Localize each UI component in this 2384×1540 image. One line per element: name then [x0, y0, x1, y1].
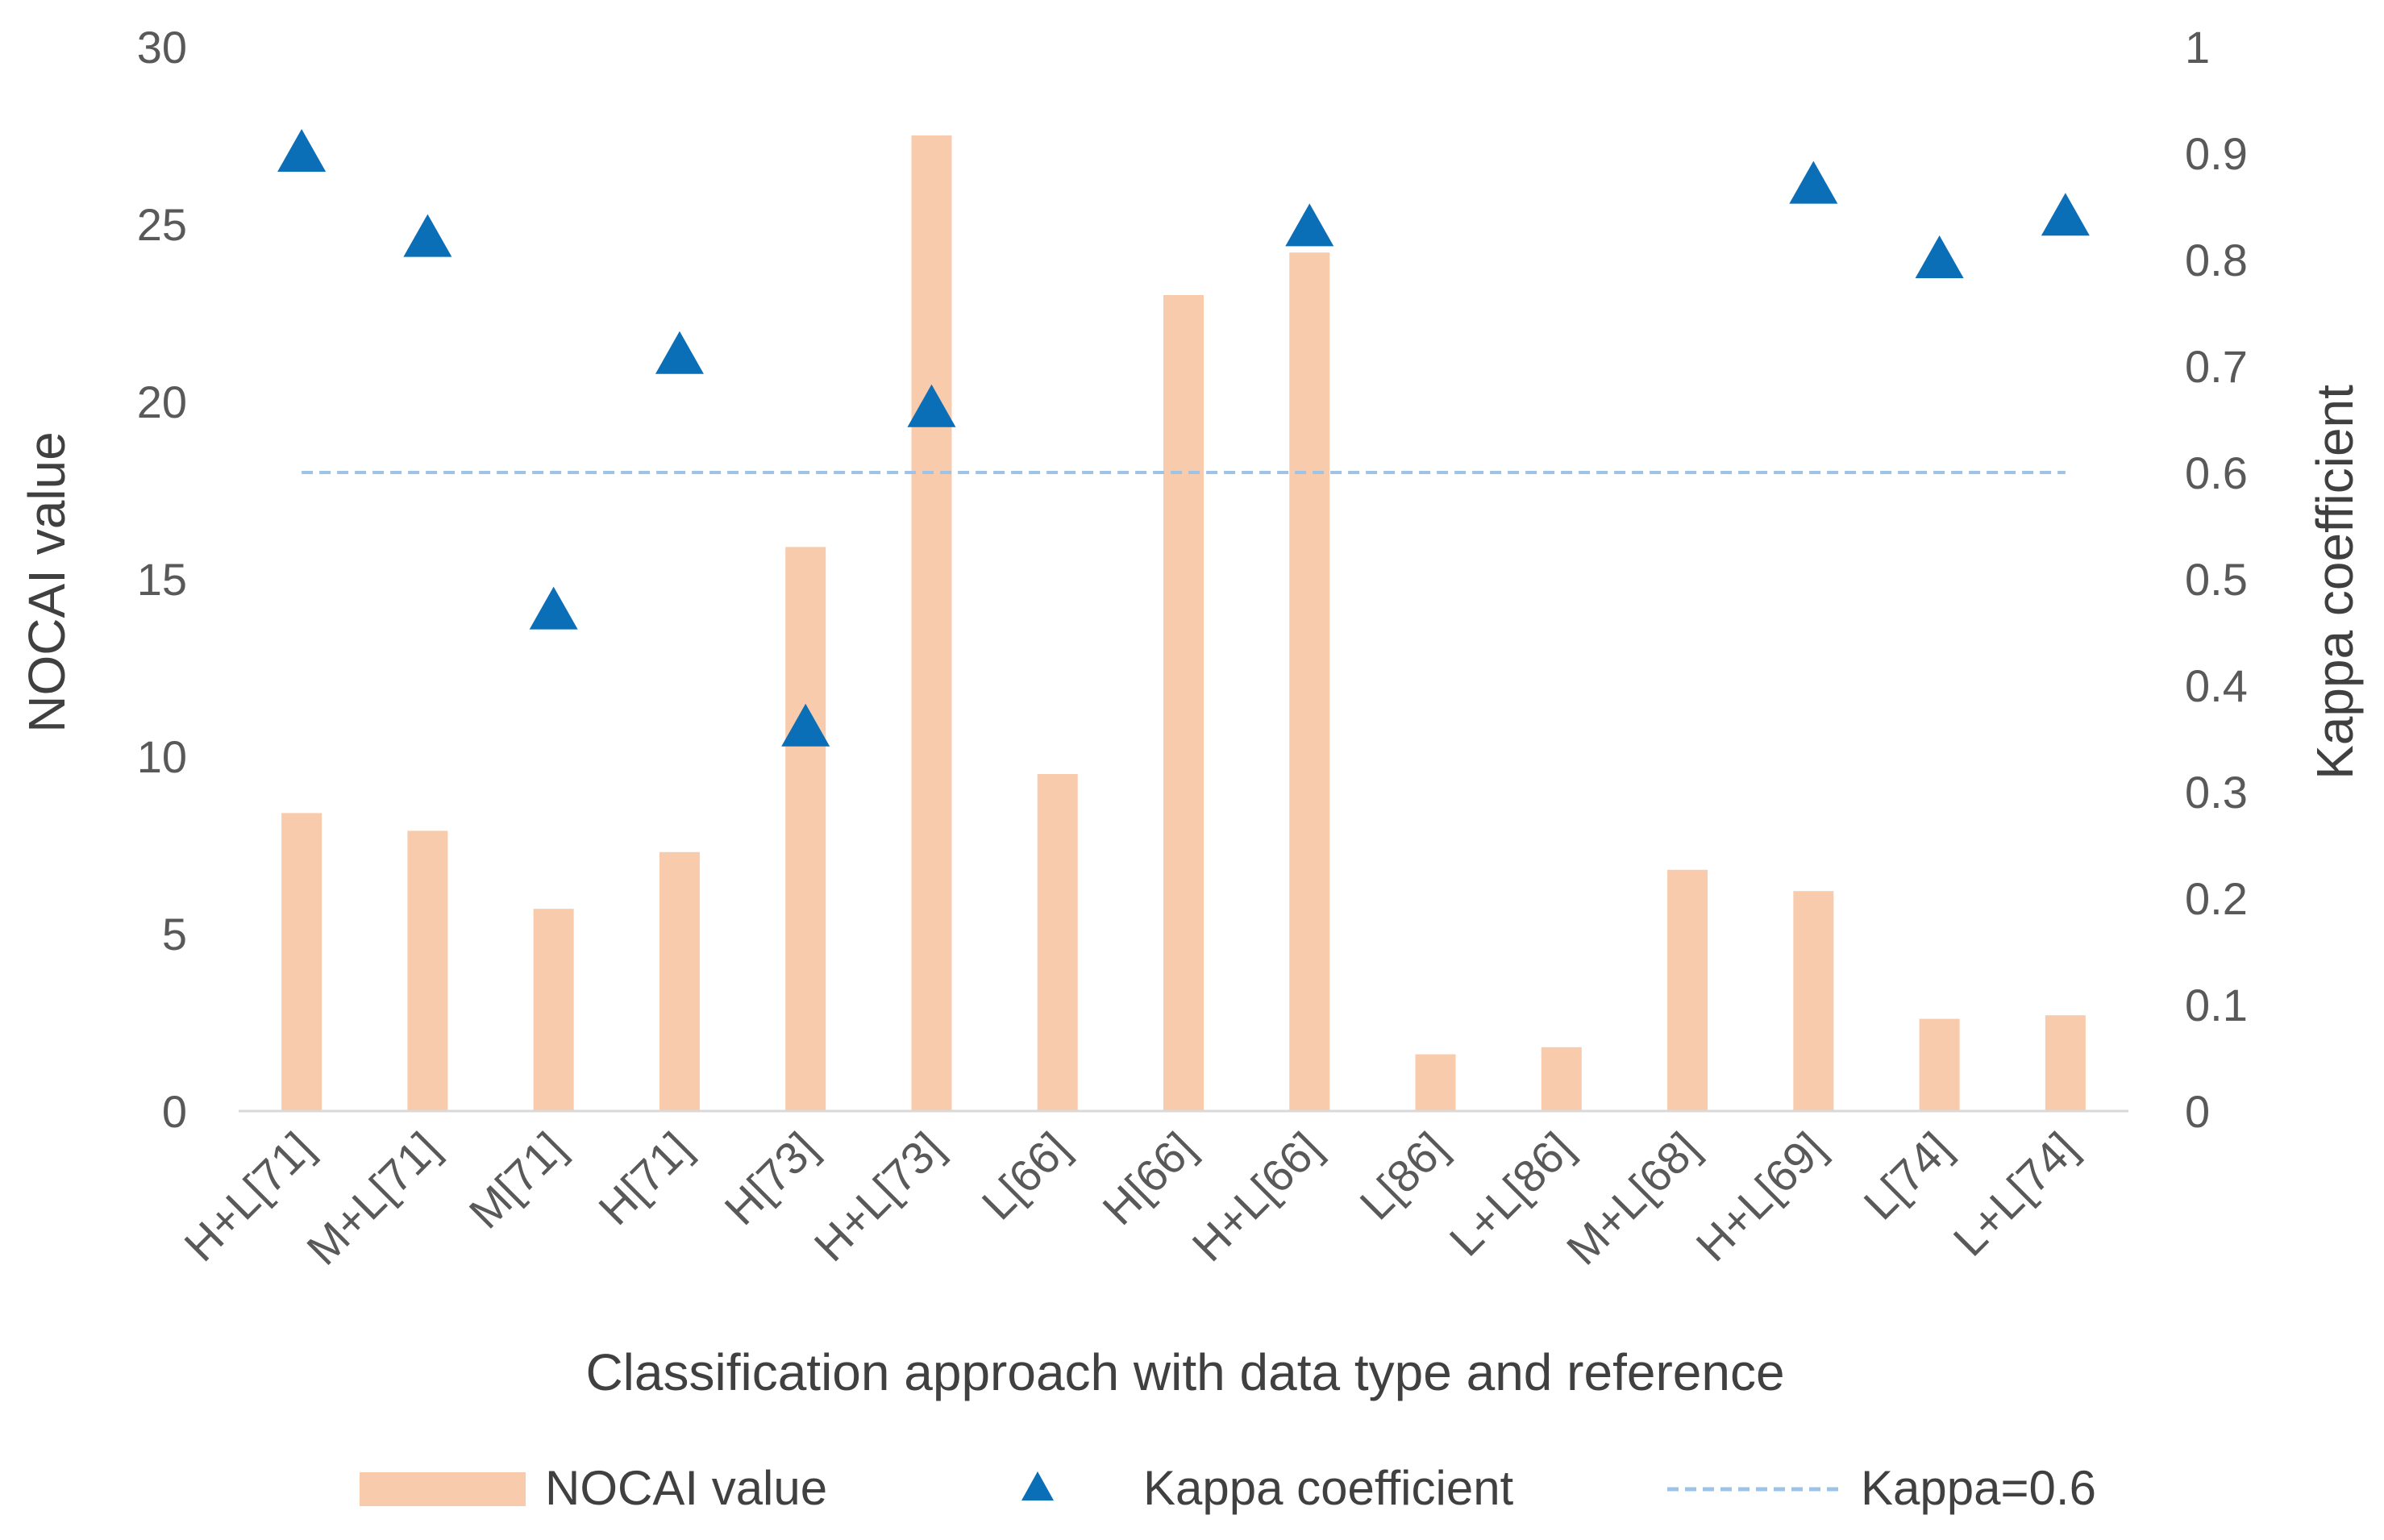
- x-tick-label: H[73]: [714, 1122, 826, 1234]
- x-tick-label: H+L[73]: [805, 1122, 953, 1271]
- y-tick-label: 15: [137, 554, 187, 605]
- y-tick-label: 20: [137, 377, 187, 427]
- bar-13: [1919, 1018, 1960, 1111]
- x-tick-label: H+L[66]: [1182, 1122, 1330, 1271]
- y2-tick-label: 0.2: [2185, 873, 2248, 924]
- x-tick-label: H[66]: [1092, 1122, 1204, 1234]
- bar-4: [785, 547, 826, 1111]
- bar-7: [1163, 295, 1204, 1111]
- y-tick-label: 10: [137, 731, 187, 782]
- bar-2: [533, 909, 574, 1111]
- bar-1: [407, 830, 448, 1111]
- y-axis-title: NOCAI value: [18, 431, 76, 732]
- bar-8: [1289, 252, 1330, 1112]
- kappa-marker-2: [529, 586, 578, 630]
- y2-tick-label: 0.4: [2185, 660, 2248, 711]
- left-axis-ticks: 0 5 10 15 20 25 30: [137, 22, 187, 1137]
- kappa-marker-12: [1789, 160, 1838, 204]
- y-tick-label: 30: [137, 22, 187, 73]
- y2-tick-label: 0.5: [2185, 554, 2248, 605]
- x-tick-label: L[66]: [972, 1122, 1080, 1230]
- bars-layer: [281, 135, 2086, 1112]
- y2-axis-title: Kappa coefficient: [2306, 385, 2364, 780]
- legend: NOCAI value Kappa coefficient Kappa=0.6: [360, 1461, 2096, 1515]
- bar-9: [1415, 1054, 1456, 1111]
- kappa-marker-3: [655, 331, 704, 374]
- x-tick-label: L+L[74]: [1944, 1122, 2087, 1266]
- kappa-marker-14: [2041, 193, 2090, 236]
- x-tick-label: M+L[71]: [297, 1122, 449, 1275]
- x-tick-label: M[71]: [460, 1122, 576, 1238]
- kappa-marker-1: [403, 214, 452, 257]
- bar-3: [659, 851, 700, 1111]
- y-tick-label: 25: [137, 199, 187, 250]
- legend-label-kappa-ref: Kappa=0.6: [1861, 1461, 2096, 1515]
- kappa-marker-5: [907, 384, 956, 427]
- y2-tick-label: 0.9: [2185, 128, 2248, 179]
- bar-6: [1037, 774, 1078, 1111]
- y2-tick-label: 0.1: [2185, 980, 2248, 1030]
- y2-tick-label: 0.7: [2185, 341, 2248, 392]
- y-tick-label: 5: [162, 909, 187, 959]
- x-tick-label: H+L[69]: [1686, 1122, 1834, 1271]
- y2-tick-label: 0.3: [2185, 767, 2248, 818]
- bar-5: [911, 135, 952, 1111]
- x-tick-label: H[71]: [589, 1122, 701, 1234]
- y2-tick-label: 0.8: [2185, 235, 2248, 285]
- x-tick-label: H+L[71]: [174, 1122, 322, 1271]
- y-tick-label: 0: [162, 1086, 187, 1137]
- bar-10: [1541, 1047, 1582, 1111]
- legend-label-nocai: NOCAI value: [545, 1461, 827, 1515]
- legend-swatch-nocai: [360, 1472, 526, 1506]
- y2-tick-label: 0.6: [2185, 447, 2248, 498]
- y2-tick-label: 0: [2185, 1086, 2210, 1137]
- kappa-marker-4: [781, 703, 830, 747]
- x-tick-label: L[86]: [1350, 1122, 1457, 1230]
- x-axis-title: Classification approach with data type a…: [585, 1343, 1784, 1401]
- x-tick-label: L[74]: [1854, 1122, 1961, 1230]
- legend-marker-kappa: [1021, 1471, 1054, 1500]
- bar-12: [1793, 891, 1834, 1111]
- bar-0: [281, 813, 322, 1111]
- category-labels: H+L[71]M+L[71] M[71] H[71] H[73]H+L[73] L[66…: [174, 1122, 2087, 1275]
- y2-tick-label: 1: [2185, 22, 2210, 73]
- bar-14: [2045, 1015, 2086, 1111]
- kappa-marker-8: [1285, 203, 1334, 247]
- markers-layer: [277, 129, 2090, 747]
- kappa-marker-0: [277, 129, 327, 172]
- bar-11: [1667, 869, 1708, 1111]
- x-tick-label: M+L[68]: [1557, 1122, 1709, 1275]
- kappa-marker-13: [1915, 235, 1964, 278]
- right-axis-ticks: 0 0.1 0.2 0.3 0.4 0.5 0.6 0.7 0.8 0.9 1: [2185, 22, 2248, 1137]
- legend-label-kappa: Kappa coefficient: [1143, 1461, 1514, 1515]
